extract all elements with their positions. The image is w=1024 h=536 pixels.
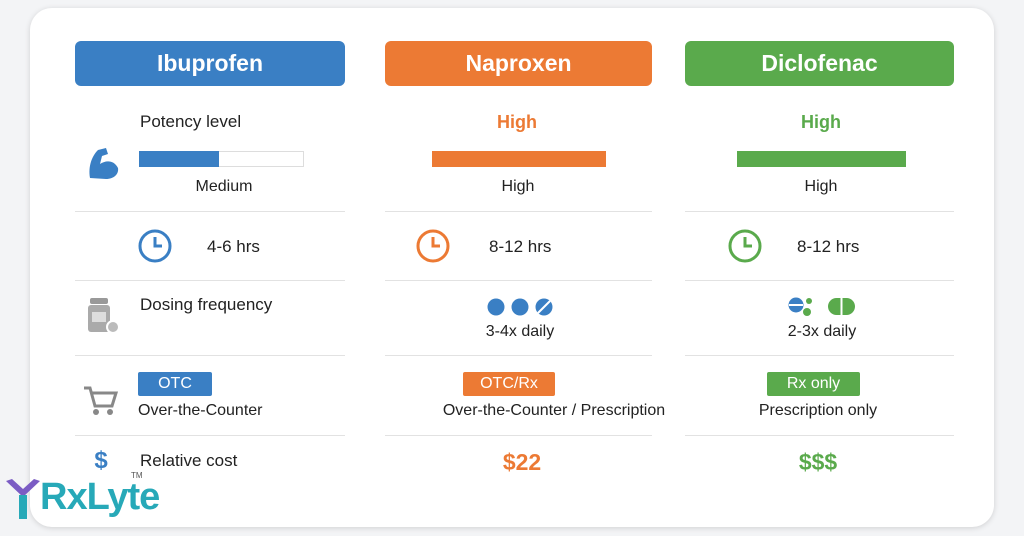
logo-text: RxLyte: [40, 476, 160, 518]
potency-heading: High: [801, 112, 841, 132]
dosing: 2-3x daily: [787, 323, 857, 340]
potency-text: High: [501, 178, 535, 195]
access: Prescription only: [758, 402, 878, 419]
separator: [75, 211, 345, 212]
separator: [75, 355, 345, 356]
potency-bar: [139, 151, 219, 167]
access: Over-the-Counter: [138, 402, 263, 419]
separator: [385, 280, 652, 281]
access: Over-the-Counter / Prescription: [442, 402, 666, 419]
duration: 4-6 hrs: [207, 237, 260, 256]
header: Ibuprofen: [75, 41, 345, 86]
cost-icon: $: [94, 447, 108, 474]
clock-icon: [138, 229, 172, 263]
separator: [685, 280, 954, 281]
trademark: TM: [131, 471, 143, 480]
row-label: Dosing frequency: [140, 295, 273, 314]
logo-mark: [6, 479, 40, 519]
pill-icons: [487, 298, 553, 316]
row-label: Potency level: [140, 112, 242, 131]
potency-heading: High: [497, 112, 537, 132]
cart-icon: [84, 386, 118, 415]
clock-icon: [416, 229, 450, 263]
muscle-icon: [89, 148, 119, 179]
potency-text: High: [804, 178, 838, 195]
separator: [385, 435, 652, 436]
potency-bar: [432, 151, 606, 167]
pill-bottle-icon: [88, 298, 120, 334]
access-badge: OTC/Rx: [463, 372, 555, 396]
access-badge: OTC: [138, 372, 212, 396]
header: Naproxen: [385, 41, 652, 86]
cost: $$$: [798, 449, 838, 475]
dosing: 3-4x daily: [485, 323, 555, 340]
row-label: Relative cost: [140, 451, 238, 470]
separator: [75, 435, 345, 436]
separator: [385, 355, 652, 356]
separator: [685, 211, 954, 212]
duration: 8-12 hrs: [489, 237, 552, 256]
separator: [685, 355, 954, 356]
access-badge: Rx only: [767, 372, 860, 396]
cost: $22: [502, 449, 542, 475]
potency-bar: [737, 151, 906, 167]
separator: [75, 280, 345, 281]
separator: [685, 435, 954, 436]
pill-icons: [788, 297, 855, 316]
potency-text: Medium: [195, 178, 253, 195]
header: Diclofenac: [685, 41, 954, 86]
card: [30, 8, 994, 527]
duration: 8-12 hrs: [797, 237, 860, 256]
separator: [385, 211, 652, 212]
clock-icon: [728, 229, 762, 263]
